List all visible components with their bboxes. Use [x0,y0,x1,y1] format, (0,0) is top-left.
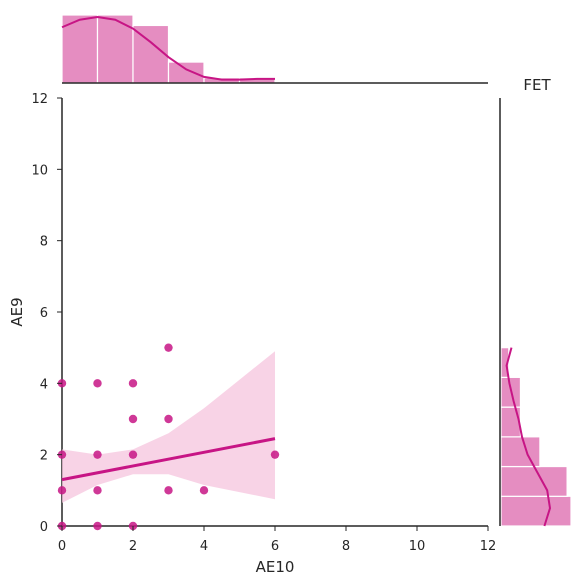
y-tick-label: 12 [31,92,48,107]
right-hist-bar [500,465,568,497]
scatter-point [164,343,173,352]
top-hist-bar [61,14,99,84]
right-hist-bar [500,406,522,438]
x-tick-label: 0 [58,539,66,554]
y-tick-label: 4 [40,377,48,392]
right-hist-bar [500,436,541,468]
right-marginal-histogram [500,347,572,527]
y-tick-label: 10 [31,163,48,178]
top-marginal-histogram [61,14,276,84]
x-tick-label: 6 [271,539,279,554]
right-hist-bar [500,347,510,378]
x-tick-label: 8 [342,539,350,554]
top-hist-bar [167,61,205,84]
y-tick-label: 8 [40,235,48,250]
top-kde-curve [61,16,275,81]
right-kde-curve [505,347,552,527]
scatter-point [164,486,173,495]
plot-title: FET [523,76,551,94]
right-hist-bar [500,495,572,527]
y-tick-label: 0 [40,520,48,535]
scatter-point [93,379,102,388]
x-tick-label: 10 [409,539,426,554]
scatter-point [128,450,138,459]
regression-confidence-band [62,351,275,503]
scatter-point [199,486,209,495]
y-tick-labels: 0 2 4 6 8 10 12 [31,92,62,535]
regression-line [61,437,276,482]
x-tick-label: 12 [480,539,497,554]
x-tick-labels: 0 2 4 6 8 10 12 [58,526,496,554]
x-tick-label: 4 [200,539,208,554]
scatter-point [128,414,138,424]
scatter-point [93,521,102,531]
x-axis-title: AE10 [256,558,295,576]
scatter-point [93,486,102,495]
scatter-point [270,450,280,459]
y-axis-title: AE9 [8,297,26,326]
scatter-point [164,414,173,424]
y-tick-label: 2 [40,449,48,464]
scatter-point [128,379,138,388]
top-hist-bar [132,24,170,84]
scatter-point [57,486,67,495]
scatter-point [93,450,102,459]
y-tick-label: 6 [40,306,48,321]
x-tick-label: 2 [129,539,137,554]
